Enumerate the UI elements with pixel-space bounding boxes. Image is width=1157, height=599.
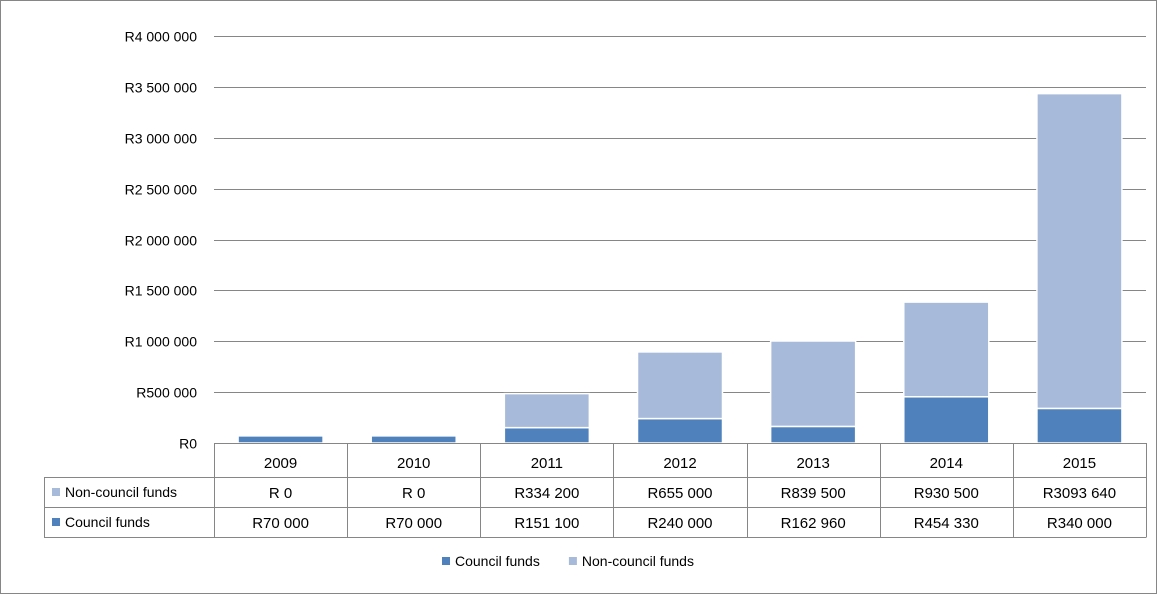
table-cell-non-council-funds: R334 200 [514, 485, 579, 502]
x-category-label: 2013 [796, 455, 829, 472]
legend: Council funds Non-council funds [442, 553, 694, 569]
table-cell-council-funds: R162 960 [781, 515, 846, 532]
x-category-label: 2012 [663, 455, 696, 472]
table-legend-key-non-council-funds [52, 488, 60, 496]
y-tick-label: R2 500 000 [125, 182, 198, 198]
gridlines [214, 36, 1146, 393]
table-cell-council-funds: R70 000 [385, 515, 442, 532]
bar-non-council-funds-2015 [1036, 92, 1123, 410]
table-row-label-non-council-funds: Non-council funds [65, 484, 177, 500]
x-category-label: 2010 [397, 455, 430, 472]
bar-council-funds-2015 [1036, 407, 1123, 444]
bar-council-funds-2010 [370, 435, 457, 444]
legend-label-council-funds: Council funds [455, 553, 540, 569]
bar-council-funds-2014 [903, 396, 990, 444]
bar-council-funds-2011 [503, 426, 591, 444]
bar-council-funds-2009 [237, 435, 324, 444]
table-cell-non-council-funds: R930 500 [914, 485, 979, 502]
x-category-label: 2011 [531, 455, 563, 472]
table-cell-non-council-funds: R 0 [402, 485, 425, 502]
y-tick-label: R0 [179, 436, 197, 452]
table-legend-key-council-funds [52, 518, 60, 526]
table-cell-non-council-funds: R655 000 [647, 485, 712, 502]
bar-non-council-funds-2011 [503, 392, 591, 429]
bar-non-council-funds-2013 [769, 340, 857, 428]
bar-council-funds-2013 [769, 425, 857, 444]
bar-non-council-funds-2012 [636, 351, 724, 420]
y-tick-label: R1 500 000 [125, 283, 198, 299]
x-category-label: 2009 [264, 455, 297, 472]
x-category-label: 2014 [930, 455, 963, 472]
y-axis-tick-labels: R0 R500 000 R1 000 000 R1 500 000 R2 000 000… [125, 29, 198, 452]
y-tick-label: R500 000 [136, 385, 197, 401]
x-category-label: 2015 [1063, 455, 1096, 472]
table-cell-council-funds: R340 000 [1047, 515, 1112, 532]
y-tick-label: R1 000 000 [125, 334, 198, 350]
bar-non-council-funds-2014 [903, 301, 990, 398]
table-cell-non-council-funds: R839 500 [781, 485, 846, 502]
table-cell-council-funds: R151 100 [514, 515, 579, 532]
y-tick-label: R2 000 000 [125, 233, 198, 249]
table-cell-council-funds: R240 000 [647, 515, 712, 532]
legend-key-council-funds [442, 557, 450, 565]
legend-key-non-council-funds [568, 557, 577, 565]
table-cell-non-council-funds: R 0 [269, 485, 292, 502]
y-tick-label: R3 500 000 [125, 80, 198, 96]
table-cell-non-council-funds: R3093 640 [1043, 485, 1116, 502]
data-table: 2009 2010 2011 2012 2013 2014 2015 Non-council … [44, 443, 1147, 538]
y-tick-label: R3 000 000 [125, 131, 198, 147]
table-cell-council-funds: R70 000 [252, 515, 309, 532]
table-row-label-council-funds: Council funds [65, 514, 150, 530]
y-tick-label: R4 000 000 [125, 29, 198, 45]
bar-council-funds-2012 [636, 417, 724, 444]
legend-label-non-council-funds: Non-council funds [582, 553, 694, 569]
table-cell-council-funds: R454 330 [914, 515, 979, 532]
bars [237, 92, 1123, 444]
